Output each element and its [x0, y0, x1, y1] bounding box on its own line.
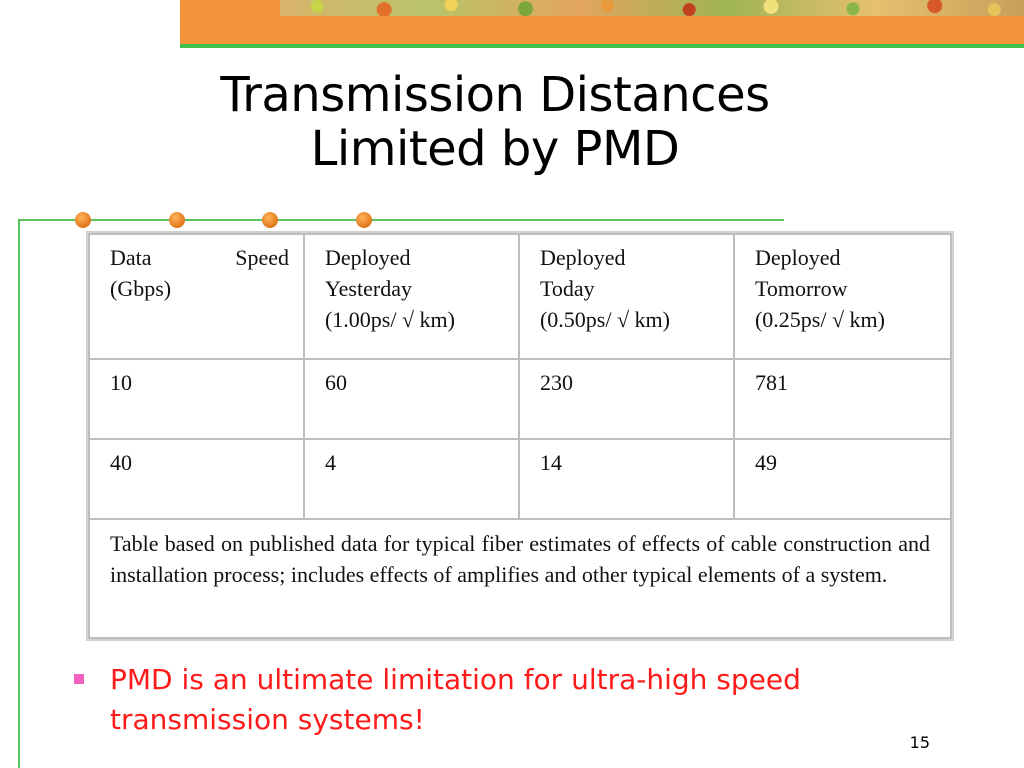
cell-yesterday: 4: [302, 438, 520, 520]
cell-today: 230: [517, 358, 735, 440]
slide-title-line-2: Limited by PMD: [310, 121, 680, 177]
header-yesterday-line-1: Deployed: [324, 245, 411, 270]
cell-yesterday: 60: [302, 358, 520, 440]
page-number: 15: [909, 733, 930, 752]
table-note: Table based on published data for typica…: [88, 518, 952, 639]
table-note-row: Table based on published data for typica…: [88, 518, 952, 639]
table-row: 40 4 14 49: [88, 438, 953, 520]
cell-speed: 10: [88, 358, 305, 440]
header-tomorrow-line-2: Tomorrow: [754, 276, 848, 301]
pmd-distance-table: Data Speed (Gbps) Deployed Yesterday (1.…: [86, 231, 954, 641]
header-today-line-1: Deployed: [539, 245, 626, 270]
cell-tomorrow: 49: [732, 438, 953, 520]
header-data-label: Data: [110, 245, 152, 270]
slide-title: Transmission Distances Limited by PMD: [100, 68, 890, 176]
header-gbps-label: (Gbps): [110, 276, 172, 301]
square-bullet-icon: [74, 674, 84, 684]
divider-dot-2: [169, 212, 185, 228]
left-frame-line: [18, 219, 20, 768]
title-divider-line: [18, 219, 784, 221]
header-cell-data-speed: Data Speed (Gbps): [88, 233, 305, 360]
header-speed-label: Speed: [235, 245, 289, 270]
slide-title-line-1: Transmission Distances: [220, 67, 770, 123]
table-header-row: Data Speed (Gbps) Deployed Yesterday (1.…: [88, 233, 953, 360]
cell-tomorrow: 781: [732, 358, 953, 440]
header-cell-tomorrow: Deployed Tomorrow (0.25ps/ √ km): [732, 233, 953, 360]
divider-dot-1: [75, 212, 91, 228]
cell-today: 14: [517, 438, 735, 520]
divider-dot-3: [262, 212, 278, 228]
cell-speed: 40: [88, 438, 305, 520]
header-cell-today: Deployed Today (0.50ps/ √ km): [517, 233, 735, 360]
divider-dot-4: [356, 212, 372, 228]
top-banner-photo-strip: [280, 0, 1024, 16]
header-today-line-3: (0.50ps/ √ km): [539, 307, 670, 332]
header-yesterday-line-2: Yesterday: [324, 276, 412, 301]
header-tomorrow-line-1: Deployed: [754, 245, 841, 270]
header-today-line-2: Today: [539, 276, 595, 301]
table-row: 10 60 230 781: [88, 358, 953, 440]
bullet-text: PMD is an ultimate limitation for ultra-…: [110, 663, 801, 736]
top-banner-green-line: [180, 44, 1024, 48]
header-yesterday-line-3: (1.00ps/ √ km): [324, 307, 455, 332]
header-tomorrow-line-3: (0.25ps/ √ km): [754, 307, 885, 332]
header-cell-yesterday: Deployed Yesterday (1.00ps/ √ km): [302, 233, 520, 360]
